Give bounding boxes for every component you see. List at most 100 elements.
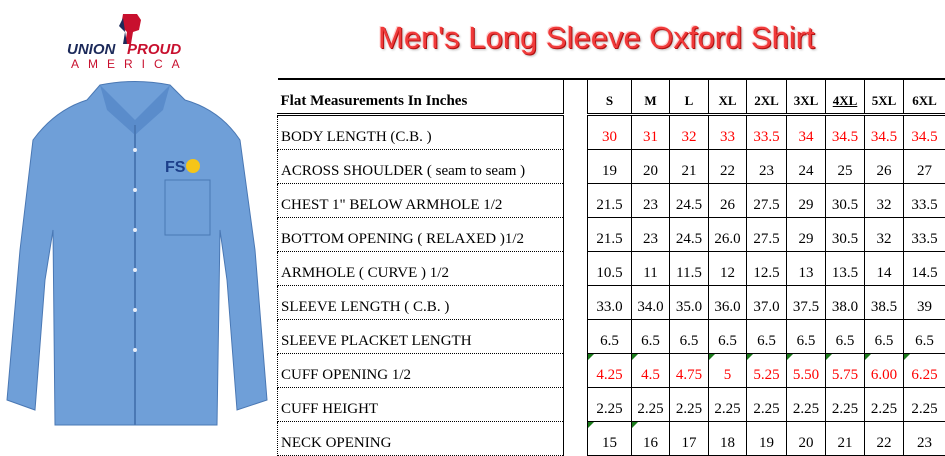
size-header-3xl: 3XL [787,79,826,115]
measurement-value: 38.5 [865,286,904,320]
spacer-cell [564,150,588,184]
size-header-xl: XL [709,79,747,115]
measurement-value: 6.5 [709,320,747,354]
measurement-label: SLEEVE PLACKET LENGTH [278,320,564,354]
measurement-value: 27 [904,150,945,184]
measurement-value: 33.5 [904,218,945,252]
measurement-value: 39 [904,286,945,320]
measurement-value: 2.25 [826,388,865,422]
measurement-value: 30.5 [826,218,865,252]
measurement-value: 4.25 [588,354,632,388]
measurement-label: CUFF OPENING 1/2 [278,354,564,388]
svg-text:PROUD: PROUD [127,41,181,58]
measurement-value: 4.75 [670,354,709,388]
measurement-value: 11 [632,252,670,286]
measurement-value: 5 [709,354,747,388]
measurement-value: 26 [865,150,904,184]
measurement-value: 20 [787,422,826,456]
measurement-value: 20 [632,150,670,184]
measurement-value: 26 [709,184,747,218]
measurement-value: 6.5 [904,320,945,354]
spacer-cell [564,286,588,320]
measurement-value: 36.0 [709,286,747,320]
union-proud-america-logo: UNION PROUD AMERICA [65,12,205,72]
measurement-value: 23 [904,422,945,456]
measurement-value: 13.5 [826,252,865,286]
measurement-label: NECK OPENING [278,422,564,456]
measurement-value: 34.5 [865,115,904,150]
size-header-4xl: 4XL [826,79,865,115]
measurement-value: 27.5 [747,218,787,252]
measurement-value: 12 [709,252,747,286]
measurement-value: 5.50 [787,354,826,388]
measurement-value: 2.25 [747,388,787,422]
measurement-value: 11.5 [670,252,709,286]
measurement-value: 6.5 [632,320,670,354]
measurement-value: 30 [588,115,632,150]
measurement-value: 35.0 [670,286,709,320]
spacer-cell [564,422,588,456]
measurement-value: 13 [787,252,826,286]
size-header-6xl: 6XL [904,79,945,115]
measurement-value: 5.25 [747,354,787,388]
measurement-value: 2.25 [632,388,670,422]
measurement-value: 26.0 [709,218,747,252]
measurement-value: 21 [670,150,709,184]
measurement-value: 33.0 [588,286,632,320]
size-header-l: L [670,79,709,115]
spacer-cell [564,388,588,422]
measurement-value: 2.25 [670,388,709,422]
spacer-cell [564,354,588,388]
measurement-value: 27.5 [747,184,787,218]
measurement-value: 37.0 [747,286,787,320]
measurement-value: 6.5 [787,320,826,354]
header-label: Flat Measurements In Inches [278,79,564,115]
measurement-value: 38.0 [826,286,865,320]
measurement-value: 25 [826,150,865,184]
measurement-value: 24 [787,150,826,184]
spacer-cell [564,79,588,115]
measurement-value: 34.5 [826,115,865,150]
measurement-value: 6.5 [826,320,865,354]
measurement-label: SLEEVE LENGTH ( C.B. ) [278,286,564,320]
measurement-value: 15 [588,422,632,456]
measurement-value: 19 [747,422,787,456]
measurement-label: CHEST 1" BELOW ARMHOLE 1/2 [278,184,564,218]
page-title: Men's Long Sleeve Oxford Shirt [378,20,815,56]
measurement-value: 18 [709,422,747,456]
spacer-cell [564,115,588,150]
measurement-value: 34.0 [632,286,670,320]
spacer-cell [564,252,588,286]
measurement-label: BOTTOM OPENING ( RELAXED )1/2 [278,218,564,252]
measurement-value: 37.5 [787,286,826,320]
measurement-value: 23 [747,150,787,184]
measurement-value: 30.5 [826,184,865,218]
measurement-value: 6.5 [747,320,787,354]
size-header-5xl: 5XL [865,79,904,115]
measurement-value: 17 [670,422,709,456]
measurement-value: 31 [632,115,670,150]
measurement-value: 34 [787,115,826,150]
svg-text:FS: FS [165,159,186,176]
measurement-value: 22 [709,150,747,184]
size-header-s: S [588,79,632,115]
measurement-value: 6.25 [904,354,945,388]
measurement-value: 10.5 [588,252,632,286]
measurement-value: 24.5 [670,184,709,218]
measurement-value: 6.5 [588,320,632,354]
measurement-value: 21.5 [588,218,632,252]
measurement-value: 5.75 [826,354,865,388]
measurement-value: 32 [670,115,709,150]
measurement-value: 21 [826,422,865,456]
measurement-value: 2.25 [588,388,632,422]
measurement-value: 21.5 [588,184,632,218]
